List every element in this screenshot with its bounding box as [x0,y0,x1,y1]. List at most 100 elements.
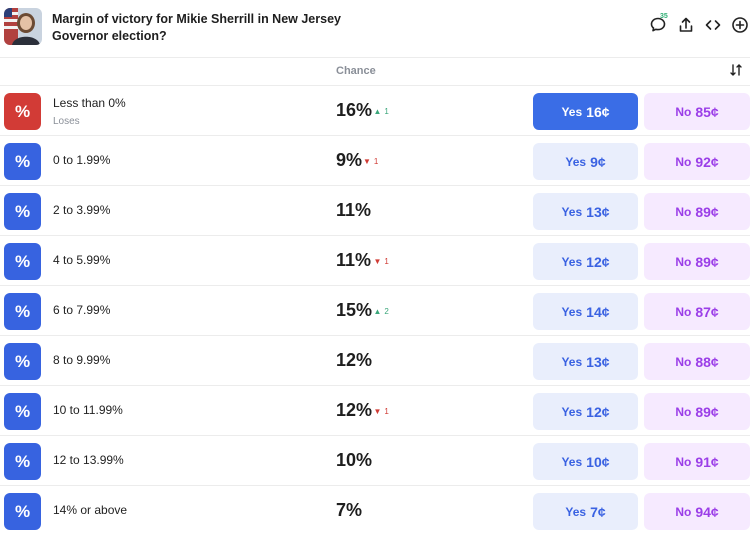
chance-value: 11% [336,250,372,270]
outcome-row[interactable]: % 4 to 5.99% 11% ▼ 1 Yes 12¢ No 89¢ [0,235,750,285]
chance-value: 11% [336,200,372,220]
down-triangle-icon: ▼ [373,257,382,266]
buy-no-button[interactable]: No 89¢ [644,393,750,430]
buy-no-button[interactable]: No 89¢ [644,243,750,280]
outcome-row[interactable]: % 12 to 13.99% 10% Yes 10¢ No 91¢ [0,435,750,485]
no-price: 85¢ [695,103,719,120]
no-price: 89¢ [695,203,719,220]
change-amount: 1 [384,257,389,266]
yes-label: Yes [561,404,583,419]
no-label: No [675,204,692,219]
change-amount: 2 [384,307,389,316]
percent-icon: % [4,343,41,380]
yes-price: 14¢ [586,303,610,320]
yes-label: Yes [561,204,583,219]
no-price: 89¢ [695,253,719,270]
buy-no-button[interactable]: No 91¢ [644,443,750,480]
percent-icon: % [4,93,41,130]
yes-price: 10¢ [586,453,610,470]
yes-label: Yes [565,504,587,519]
chance-value: 9% [336,150,363,170]
buy-no-button[interactable]: No 85¢ [644,93,750,130]
embed-icon[interactable] [703,15,723,35]
no-label: No [675,404,692,419]
yes-label: Yes [561,104,583,119]
down-triangle-icon: ▼ [373,407,382,416]
outcome-sublabel: Loses [53,116,80,127]
buy-no-button[interactable]: No 92¢ [644,143,750,180]
percent-icon: % [4,243,41,280]
down-triangle-icon: ▼ [363,157,371,166]
sort-icon[interactable] [728,62,744,78]
outcome-row[interactable]: % 14% or above 7% Yes 7¢ No 94¢ [0,485,750,535]
comment-icon[interactable] [648,15,668,35]
market-header: Margin of victory for Mikie Sherrill in … [0,0,750,56]
yes-price: 12¢ [586,403,610,420]
up-triangle-icon: ▲ [373,307,382,316]
no-price: 88¢ [695,353,719,370]
up-triangle-icon: ▲ [373,107,382,116]
yes-price: 12¢ [586,253,610,270]
outcome-row[interactable]: % Less than 0% Loses 16% ▲ 1 Yes 16¢ No 85¢ [0,85,750,135]
outcome-label: 2 to 3.99% [53,203,111,217]
buy-yes-button[interactable]: Yes 13¢ [533,193,638,230]
outcome-row[interactable]: % 0 to 1.99% 9% ▼ 1 Yes 9¢ No 92¢ [0,135,750,185]
chance-value: 15% [336,300,373,320]
chance-column-label: Chance [336,65,376,77]
buy-yes-button[interactable]: Yes 10¢ [533,443,638,480]
no-price: 94¢ [695,503,719,520]
buy-yes-button[interactable]: Yes 16¢ [533,93,638,130]
yes-price: 13¢ [586,203,610,220]
market-avatar [4,8,42,45]
buy-no-button[interactable]: No 88¢ [644,343,750,380]
outcome-label: 10 to 11.99% [53,403,123,417]
add-icon[interactable] [730,15,750,35]
no-label: No [675,254,692,269]
percent-icon: % [4,293,41,330]
no-label: No [675,454,692,469]
chance-change: ▼ 1 [374,407,389,416]
outcome-row[interactable]: % 8 to 9.99% 12% Yes 13¢ No 88¢ [0,335,750,385]
yes-price: 7¢ [590,503,606,520]
outcome-label: 4 to 5.99% [53,253,111,267]
chance-change: ▼ 1 [374,257,389,266]
chance-value: 12% [336,400,373,420]
outcome-list: % Less than 0% Loses 16% ▲ 1 Yes 16¢ No 85¢% 0 to … [0,85,750,535]
buy-yes-button[interactable]: Yes 12¢ [533,393,638,430]
outcome-label: 12 to 13.99% [53,453,124,467]
no-price: 92¢ [695,153,719,170]
buy-yes-button[interactable]: Yes 7¢ [533,493,638,530]
buy-no-button[interactable]: No 87¢ [644,293,750,330]
percent-icon: % [4,193,41,230]
chance-value: 16% [336,100,373,120]
column-header: Chance [0,57,750,86]
buy-no-button[interactable]: No 89¢ [644,193,750,230]
chance-change: ▲ 2 [374,307,389,316]
outcome-row[interactable]: % 10 to 11.99% 12% ▼ 1 Yes 12¢ No 89¢ [0,385,750,435]
buy-yes-button[interactable]: Yes 9¢ [533,143,638,180]
yes-label: Yes [561,254,583,269]
outcome-label: 6 to 7.99% [53,303,111,317]
no-price: 87¢ [695,303,719,320]
outcome-label: 14% or above [53,503,128,517]
no-label: No [675,154,692,169]
outcome-label: 0 to 1.99% [53,153,111,167]
chance-value: 12% [336,350,373,370]
change-amount: 1 [384,407,389,416]
buy-yes-button[interactable]: Yes 13¢ [533,343,638,380]
buy-yes-button[interactable]: Yes 12¢ [533,243,638,280]
yes-price: 13¢ [586,353,610,370]
outcome-row[interactable]: % 2 to 3.99% 11% Yes 13¢ No 89¢ [0,185,750,235]
no-label: No [675,304,692,319]
yes-price: 9¢ [590,153,606,170]
outcome-row[interactable]: % 6 to 7.99% 15% ▲ 2 Yes 14¢ No 87¢ [0,285,750,335]
buy-yes-button[interactable]: Yes 14¢ [533,293,638,330]
no-price: 89¢ [695,403,719,420]
yes-label: Yes [561,354,583,369]
chance-change: ▼ 1 [363,157,378,166]
share-icon[interactable] [676,15,696,35]
buy-no-button[interactable]: No 94¢ [644,493,750,530]
percent-icon: % [4,143,41,180]
no-label: No [675,504,692,519]
outcome-label: 8 to 9.99% [53,353,111,367]
